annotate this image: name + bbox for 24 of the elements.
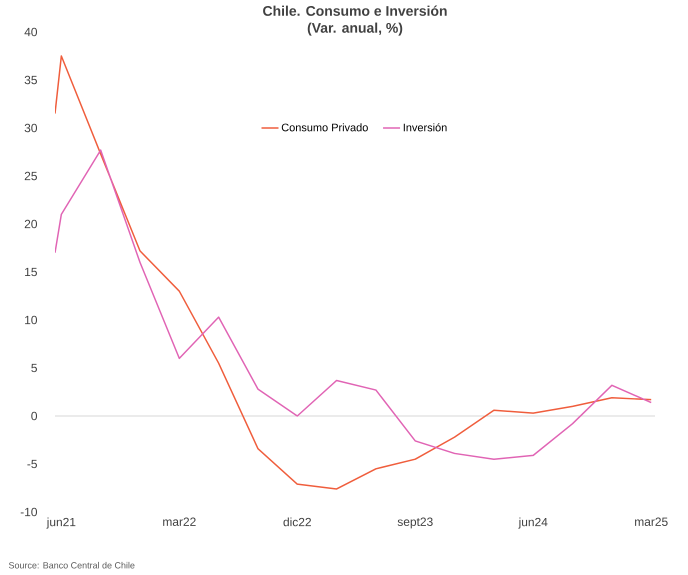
x-tick-label: dic22 xyxy=(283,518,311,526)
y-tick-label: 15 xyxy=(25,268,37,276)
line-series xyxy=(55,149,652,460)
y-tick-label: -5 xyxy=(27,460,37,468)
x-tick-label: jun21 xyxy=(46,518,76,529)
x-tick-label: mar25 xyxy=(635,518,668,526)
line-series xyxy=(55,55,652,490)
source-note: Source: Banco Central de Chile xyxy=(8,562,135,568)
y-tick-label: 40 xyxy=(24,28,38,36)
x-tick-label: sept23 xyxy=(398,518,433,528)
chart-subtitle: (Var. anual, %) xyxy=(308,22,402,36)
legend-label: Consumo Privado xyxy=(282,123,368,132)
y-tick-label: 30 xyxy=(24,124,38,132)
y-tick-label: 5 xyxy=(31,364,37,372)
y-tick-label: 35 xyxy=(24,76,37,84)
x-tick-label: jun24 xyxy=(518,518,548,529)
y-tick-label: 25 xyxy=(24,172,37,180)
chart-title: Chile. Consumo e Inversión xyxy=(263,6,447,16)
legend-label: Inversión xyxy=(404,123,447,132)
y-tick-label: 0 xyxy=(31,412,38,420)
y-tick-label: 10 xyxy=(25,316,38,324)
x-tick-label: mar22 xyxy=(163,518,196,526)
y-tick-label: -10 xyxy=(20,508,38,516)
y-tick-label: 20 xyxy=(24,220,38,228)
